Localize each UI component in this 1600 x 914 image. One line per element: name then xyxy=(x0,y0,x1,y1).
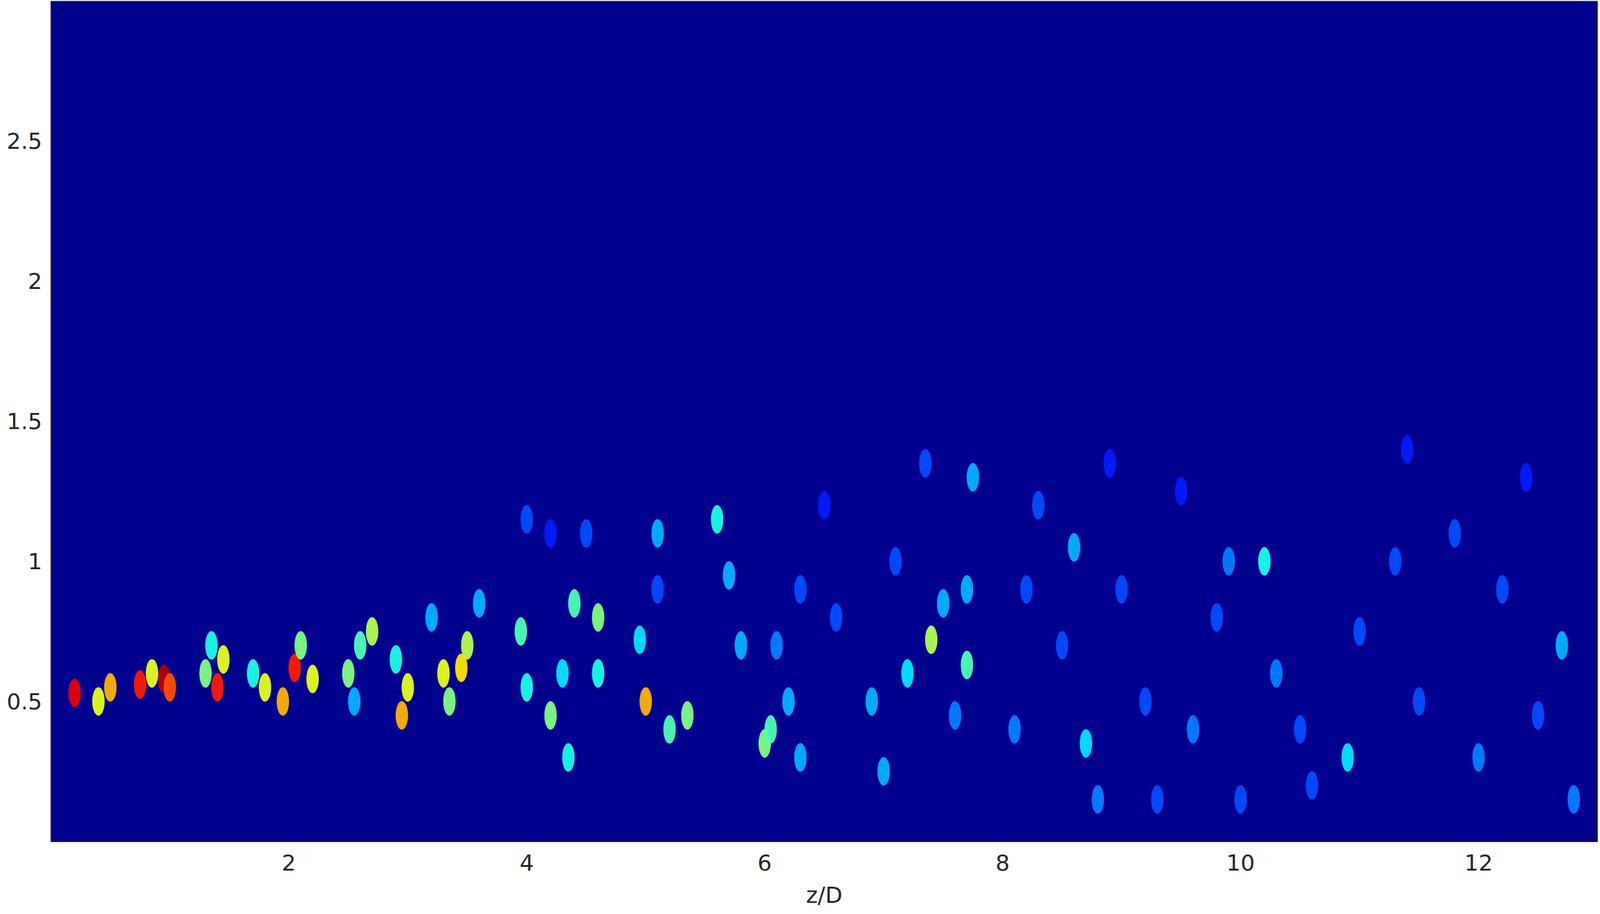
svg-text:1: 1 xyxy=(27,548,43,575)
svg-text:4: 4 xyxy=(519,850,534,876)
svg-text:2.5: 2.5 xyxy=(6,128,43,154)
svg-text:1.5: 1.5 xyxy=(6,408,43,435)
svg-text:6: 6 xyxy=(757,850,773,876)
svg-text:8: 8 xyxy=(995,850,1010,876)
svg-text:10: 10 xyxy=(1226,850,1256,876)
svg-text:2: 2 xyxy=(281,850,296,876)
svg-text:2: 2 xyxy=(27,268,43,294)
svg-text:12: 12 xyxy=(1464,850,1493,876)
svg-text:z/D: z/D xyxy=(806,882,843,908)
svg-text:0.5: 0.5 xyxy=(6,688,43,715)
